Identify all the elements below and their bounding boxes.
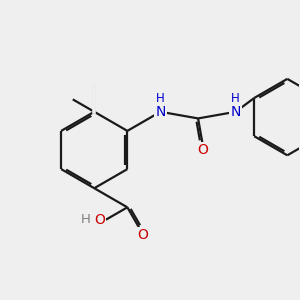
Text: O: O [197, 143, 208, 157]
Text: N: N [155, 105, 166, 119]
Text: H: H [81, 213, 91, 226]
Text: N: N [230, 105, 241, 119]
Text: H: H [231, 92, 240, 105]
Text: O: O [94, 213, 105, 227]
Text: O: O [137, 228, 148, 242]
Text: H: H [156, 92, 165, 105]
